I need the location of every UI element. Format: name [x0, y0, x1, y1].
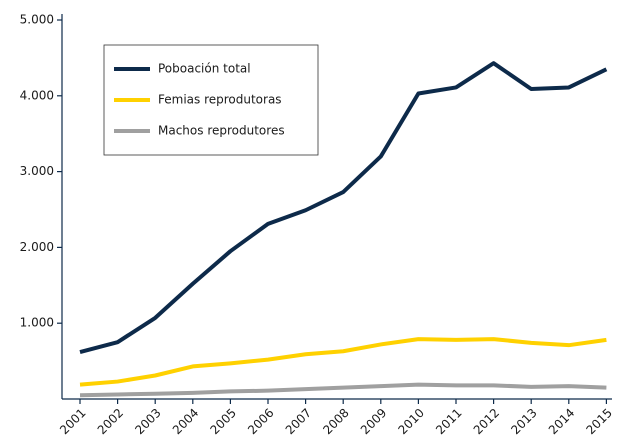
y-tick-label: 3.000 — [20, 164, 54, 178]
x-tick-label: 2011 — [433, 406, 464, 437]
y-tick-label: 4.000 — [20, 88, 54, 102]
y-tick-label: 2.000 — [20, 240, 54, 254]
x-tick-label: 2014 — [546, 406, 577, 437]
x-tick-label: 2001 — [57, 406, 88, 437]
series-line — [79, 61, 608, 354]
x-tick-label: 2012 — [471, 406, 502, 437]
x-tick-label: 2008 — [320, 406, 351, 437]
x-tick-label: 2007 — [283, 406, 314, 437]
x-tick-label: 2009 — [358, 406, 389, 437]
series-line — [79, 382, 607, 398]
legend-label: Femias reprodutoras — [158, 93, 282, 107]
x-tick-label: 2006 — [245, 406, 276, 437]
x-tick-label: 2015 — [583, 406, 614, 437]
legend-label: Machos reprodutores — [158, 124, 285, 138]
legend-label: Poboación total — [158, 62, 251, 76]
x-tick-label: 2005 — [207, 406, 238, 437]
y-tick-label: 1.000 — [20, 316, 54, 330]
x-tick-label: 2010 — [395, 406, 426, 437]
x-tick-label: 2002 — [95, 406, 126, 437]
x-tick-label: 2004 — [170, 406, 201, 437]
x-tick-label: 2013 — [508, 406, 539, 437]
series-line — [79, 337, 607, 387]
x-tick-label: 2003 — [132, 406, 163, 437]
y-tick-label: 5.000 — [20, 13, 54, 27]
